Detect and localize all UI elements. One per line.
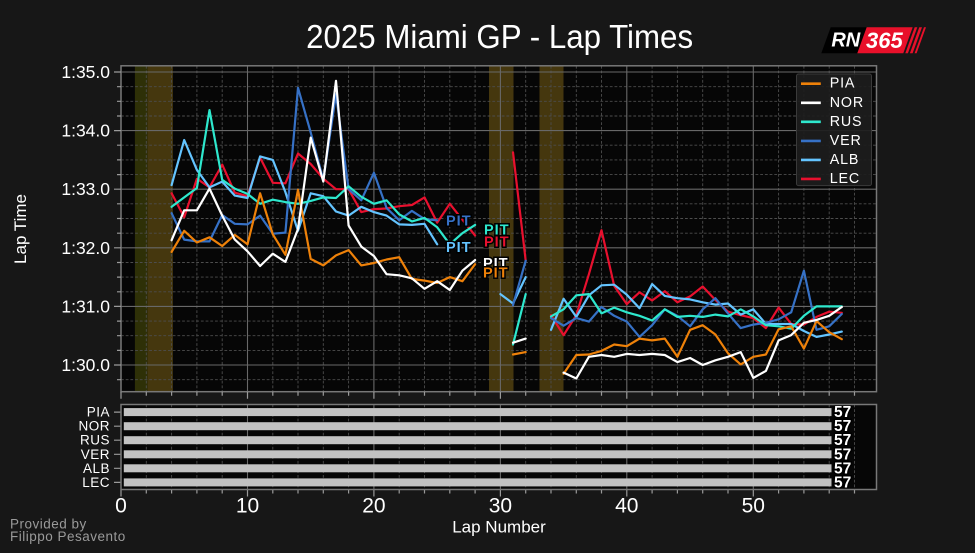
svg-text:30: 30 (489, 495, 512, 518)
svg-text:2025 Miami GP - Lap Times: 2025 Miami GP - Lap Times (306, 18, 693, 55)
svg-text:LEC: LEC (82, 475, 110, 490)
svg-text:365: 365 (866, 28, 903, 53)
svg-text:PIT: PIT (446, 240, 472, 256)
svg-text:PIT: PIT (484, 235, 510, 251)
svg-text:40: 40 (615, 495, 638, 518)
svg-text:1:32.0: 1:32.0 (61, 238, 110, 258)
svg-text:50: 50 (742, 495, 765, 518)
svg-text:LEC: LEC (830, 171, 860, 187)
svg-text:PIT: PIT (484, 223, 510, 239)
svg-text:PIA: PIA (87, 405, 110, 420)
svg-text:VER: VER (830, 133, 862, 149)
svg-text:Filippo Pesavento: Filippo Pesavento (10, 529, 126, 544)
svg-text:1:30.0: 1:30.0 (61, 355, 110, 375)
svg-text:1:33.0: 1:33.0 (61, 179, 110, 199)
svg-text:PIA: PIA (830, 76, 855, 92)
svg-text:NOR: NOR (830, 95, 864, 111)
svg-text:20: 20 (362, 495, 385, 518)
svg-text:57: 57 (834, 404, 851, 421)
svg-text:57: 57 (834, 446, 851, 463)
svg-text:VER: VER (81, 447, 110, 462)
svg-text:Provided by: Provided by (10, 517, 87, 532)
svg-text:1:31.0: 1:31.0 (61, 296, 110, 316)
svg-text:Lap Time: Lap Time (11, 194, 30, 264)
svg-text:10: 10 (236, 495, 259, 518)
svg-text:57: 57 (834, 418, 851, 435)
svg-text:RN: RN (831, 29, 860, 51)
svg-text:1:34.0: 1:34.0 (61, 121, 110, 141)
svg-text:57: 57 (834, 432, 851, 449)
svg-text:PIT: PIT (483, 266, 509, 282)
svg-text:RUS: RUS (830, 114, 863, 130)
svg-text:1:35.0: 1:35.0 (61, 62, 110, 82)
svg-text:PIT: PIT (483, 256, 509, 272)
svg-text:Lap Number: Lap Number (452, 518, 546, 537)
svg-text:RUS: RUS (80, 433, 110, 448)
svg-text:PIT: PIT (446, 214, 472, 230)
svg-text:NOR: NOR (79, 419, 111, 434)
svg-text:ALB: ALB (83, 461, 110, 476)
svg-text:ALB: ALB (830, 152, 859, 168)
svg-text:57: 57 (834, 460, 851, 477)
svg-text:0: 0 (115, 495, 127, 518)
svg-text:57: 57 (834, 474, 851, 491)
